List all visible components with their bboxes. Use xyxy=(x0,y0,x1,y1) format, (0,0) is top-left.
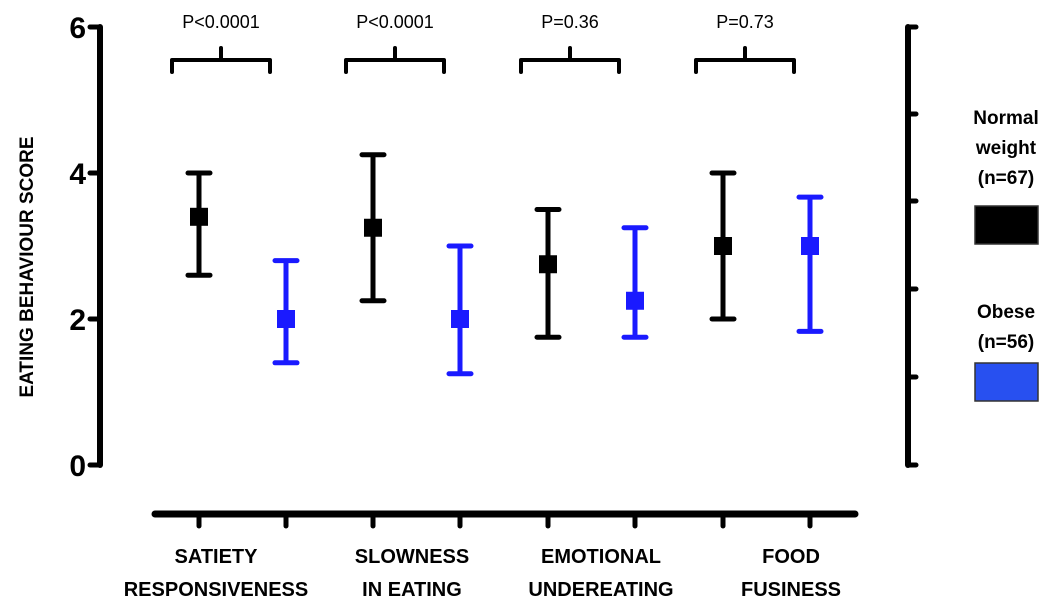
y-axis-label: EATING BEHAVIOUR SCORE xyxy=(17,136,38,397)
mean-point xyxy=(714,237,732,255)
category-label: FUSINESS xyxy=(741,579,841,601)
mean-point xyxy=(190,207,208,226)
mean-point xyxy=(451,310,469,328)
legend-label: (n=56) xyxy=(978,332,1035,353)
p-value-label: P<0.0001 xyxy=(182,12,260,32)
legend-label: weight xyxy=(975,138,1037,159)
legend-label: Normal xyxy=(973,108,1038,129)
p-value-brackets: P<0.0001 P<0.0001 P=0.36 P=0.73 xyxy=(170,12,796,74)
legend-label: Obese xyxy=(977,302,1035,323)
legend-label: (n=67) xyxy=(978,168,1035,189)
legend-swatch xyxy=(974,205,1039,245)
legend: Normal weight (n=67) Obese (n=56) xyxy=(973,108,1039,402)
p-value-label: P=0.36 xyxy=(541,12,599,32)
axes: 0 2 4 6 EATING BEHAVIOUR SCORE SATIETY RESPONS… xyxy=(17,12,919,601)
y-tick-label: 6 xyxy=(69,12,86,45)
mean-point xyxy=(626,291,644,310)
category-label: EMOTIONAL xyxy=(541,546,661,568)
category-label: IN EATING xyxy=(362,579,462,601)
mean-point xyxy=(801,237,819,255)
category-label: SLOWNESS xyxy=(355,546,469,568)
p-value-bracket xyxy=(694,46,796,74)
y-tick-label: 2 xyxy=(69,304,86,337)
category-label: SATIETY xyxy=(175,546,259,568)
category-label: UNDEREATING xyxy=(528,579,673,601)
legend-swatch xyxy=(974,362,1039,402)
p-value-label: P<0.0001 xyxy=(356,12,434,32)
p-value-bracket xyxy=(344,46,446,74)
mean-point xyxy=(364,218,382,237)
category-label: FOOD xyxy=(762,546,820,568)
category-label: RESPONSIVENESS xyxy=(124,579,309,601)
p-value-bracket xyxy=(519,46,621,74)
y-tick-label: 4 xyxy=(69,158,86,191)
y-tick-label: 0 xyxy=(69,450,86,483)
mean-point xyxy=(277,310,295,328)
data-marks xyxy=(185,152,824,377)
mean-point xyxy=(539,255,557,274)
p-value-bracket xyxy=(170,46,272,74)
p-value-label: P=0.73 xyxy=(716,12,774,32)
